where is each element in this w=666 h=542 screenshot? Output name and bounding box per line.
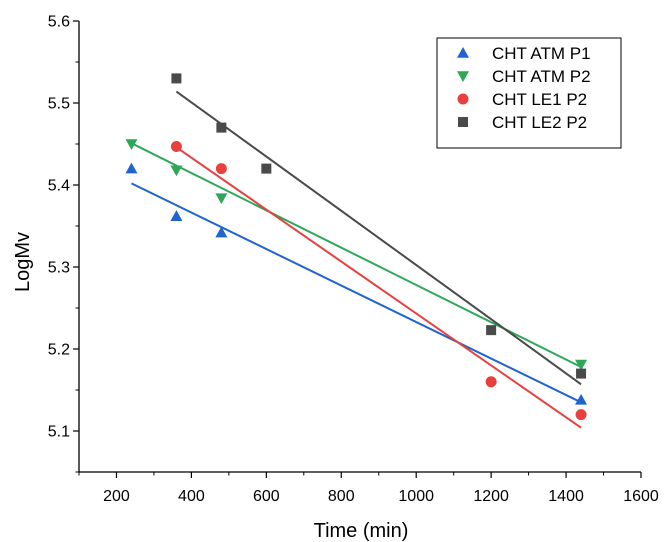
x-tick-label: 1200 <box>473 488 509 505</box>
legend-label-cht-atm-p2: CHT ATM P2 <box>492 67 591 86</box>
legend-marker-cht-le2-p2 <box>458 117 468 127</box>
fit-line-cht-le1-p2 <box>175 146 582 429</box>
point-cht-le2-p2 <box>261 163 272 174</box>
fit-lines <box>131 90 582 429</box>
point-cht-atm-p1 <box>575 393 588 405</box>
x-tick-label: 800 <box>328 488 355 505</box>
fit-line-cht-atm-p1 <box>131 182 582 404</box>
point-cht-le2-p2 <box>486 325 497 336</box>
legend-marker-cht-le1-p2 <box>457 93 469 105</box>
point-cht-atm-p2 <box>215 193 228 205</box>
point-cht-le1-p2 <box>215 163 227 175</box>
y-tick-label: 5.2 <box>48 342 70 359</box>
y-tick-label: 5.6 <box>48 14 70 31</box>
point-cht-atm-p2 <box>575 359 588 371</box>
point-cht-le2-p2 <box>576 368 587 379</box>
x-tick-label: 1600 <box>623 488 659 505</box>
x-tick-label: 400 <box>178 488 205 505</box>
point-cht-atm-p1 <box>125 162 138 174</box>
x-tick-label: 600 <box>253 488 280 505</box>
point-cht-le2-p2 <box>171 73 182 84</box>
legend-marker-cht-atm-p1 <box>457 47 469 58</box>
y-tick-label: 5.4 <box>48 178 70 195</box>
fit-line-cht-le2-p2 <box>175 90 582 386</box>
legend-marker-cht-atm-p2 <box>457 71 469 82</box>
x-axis-title: Time (min) <box>314 520 409 542</box>
legend-label-cht-le2-p2: CHT LE2 P2 <box>492 113 587 132</box>
point-cht-le2-p2 <box>216 122 227 133</box>
y-tick-label: 5.5 <box>48 96 70 113</box>
fit-line-cht-atm-p2 <box>131 142 582 368</box>
data-points <box>125 73 588 421</box>
x-tick-label: 1000 <box>398 488 434 505</box>
point-cht-le1-p2 <box>170 140 182 152</box>
y-axis-title: LogMv <box>12 232 34 292</box>
point-cht-atm-p2 <box>125 139 138 150</box>
axes <box>78 21 641 473</box>
ticks: 200 400 600 800 1000 1200 1400 1600 5.1 5.2 5.3 5.4… <box>48 14 659 506</box>
point-cht-atm-p1 <box>215 226 228 238</box>
legend: CHT ATM P1 CHT ATM P2 CHT LE1 P2 CHT LE2 P2 <box>436 37 622 149</box>
x-tick-label: 1400 <box>548 488 584 505</box>
legend-label-cht-le1-p2: CHT LE1 P2 <box>492 90 587 109</box>
point-cht-atm-p1 <box>170 210 183 221</box>
x-tick-label: 200 <box>103 488 130 505</box>
point-cht-le1-p2 <box>485 376 497 388</box>
point-cht-atm-p2 <box>170 165 183 177</box>
y-tick-label: 5.3 <box>48 260 70 277</box>
legend-label-cht-atm-p1: CHT ATM P1 <box>492 44 591 63</box>
point-cht-le1-p2 <box>575 409 587 421</box>
y-tick-label: 5.1 <box>48 424 70 441</box>
